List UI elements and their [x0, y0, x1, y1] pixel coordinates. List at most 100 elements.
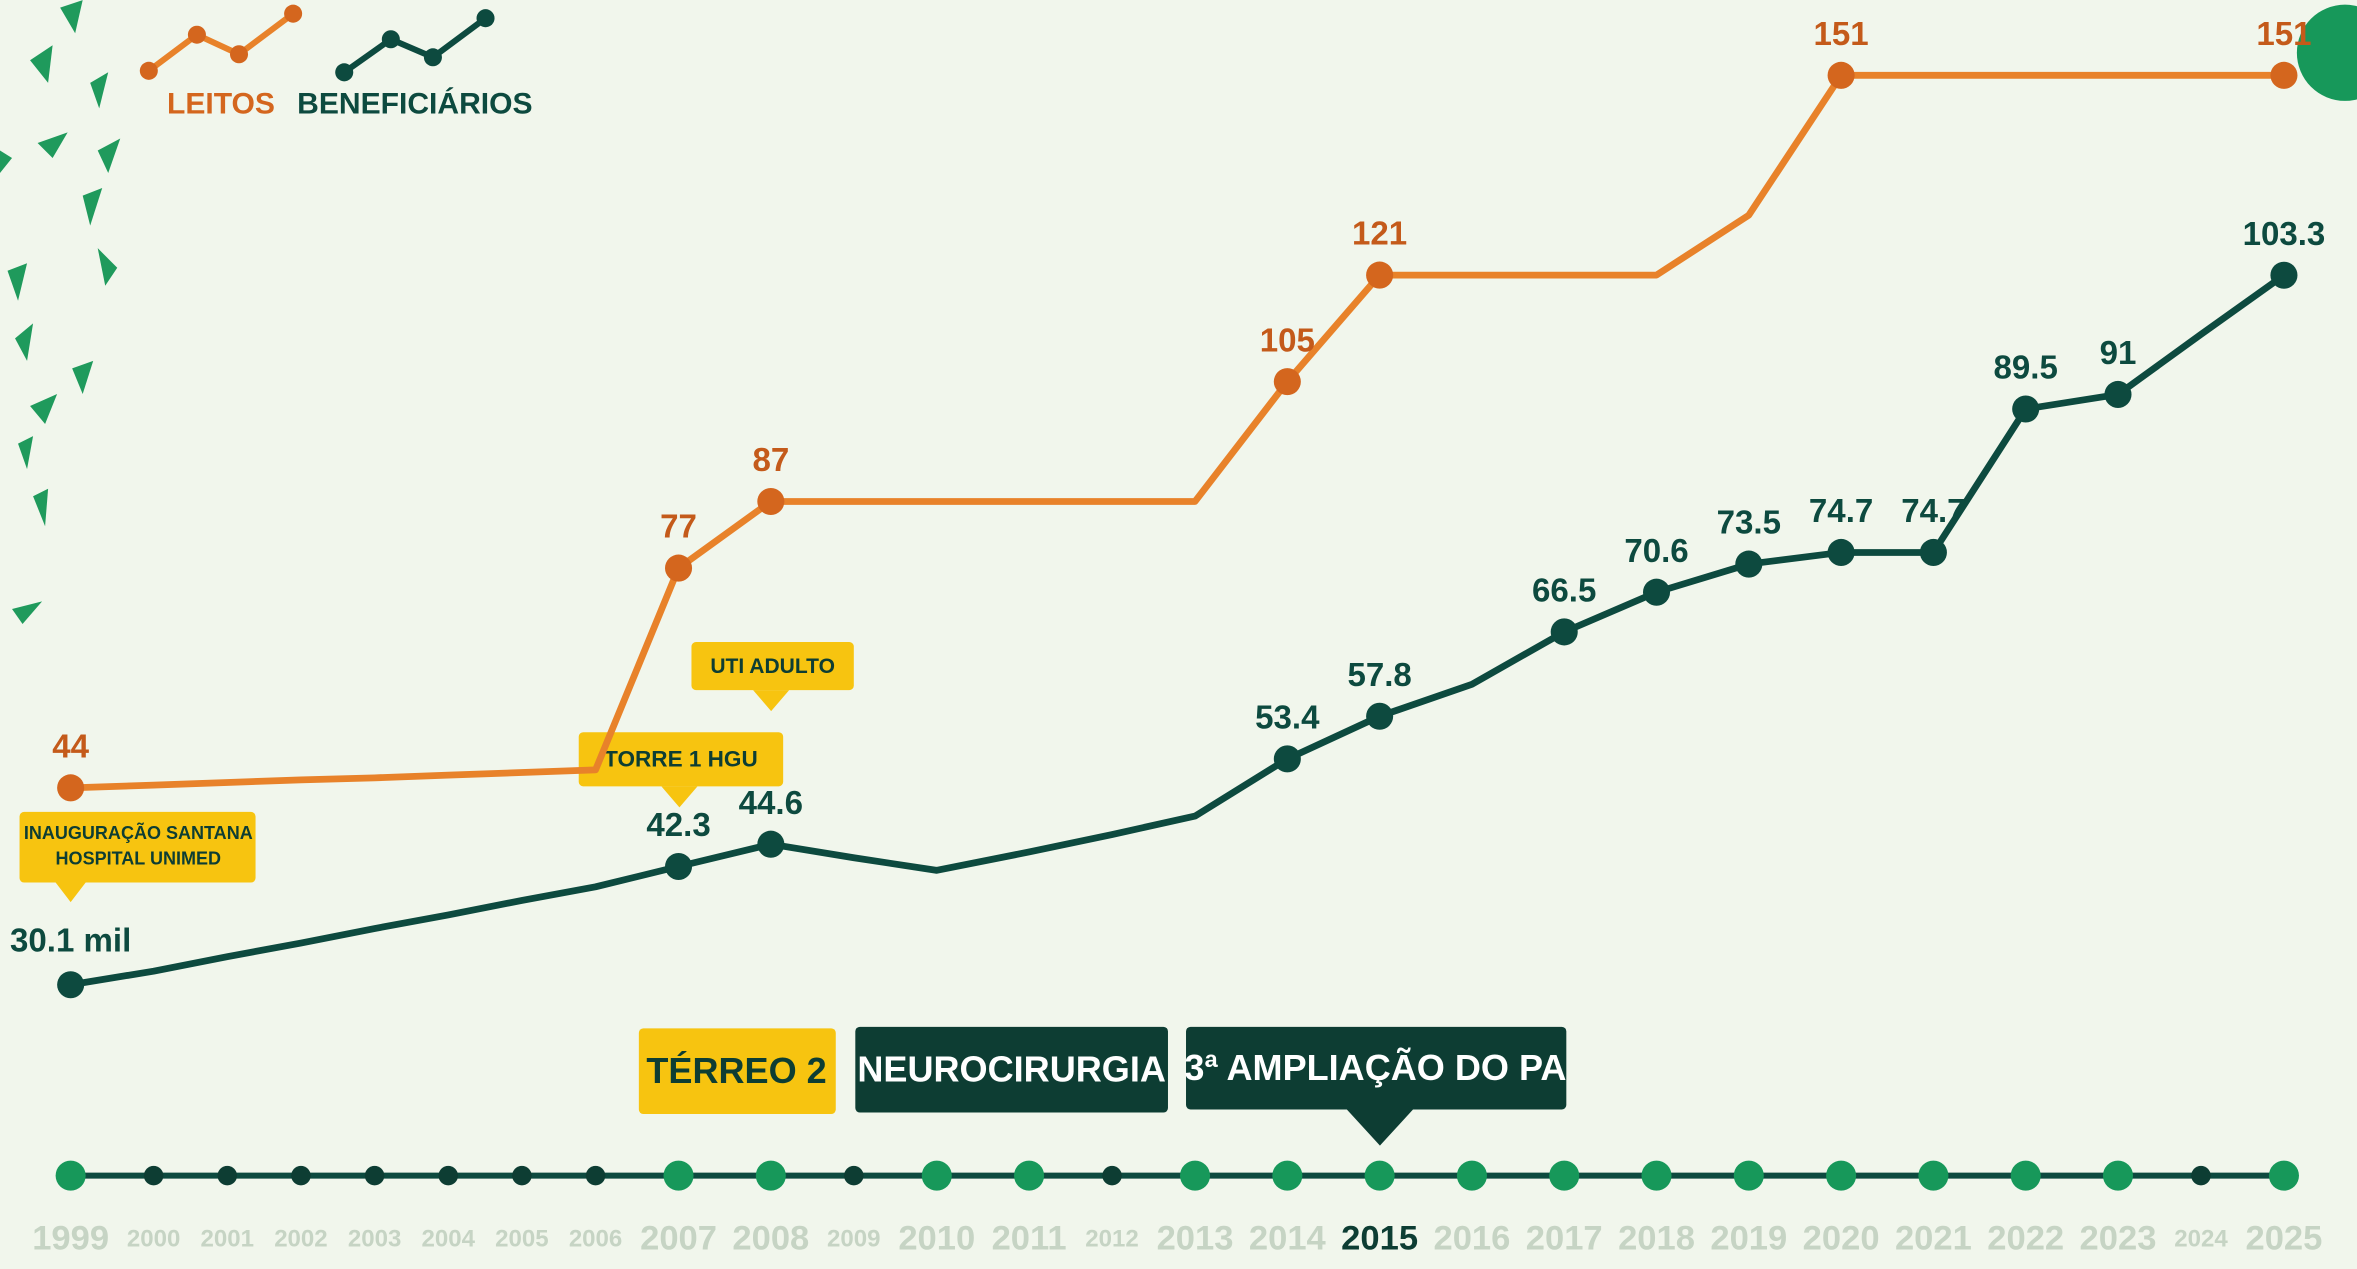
x-tick-label: 2022 — [1987, 1219, 2064, 1257]
timeline-dot — [144, 1166, 164, 1186]
chart: LEITOS BENEFICIÁRIOS INAUGURAÇÃO SANTANA… — [0, 0, 2357, 1269]
x-tick-label: 2004 — [422, 1226, 476, 1253]
value-label: 151 — [1814, 16, 1869, 53]
timeline-dot — [1272, 1161, 1302, 1191]
timeline-dot — [438, 1166, 458, 1186]
data-point — [57, 971, 84, 998]
value-label: 42.3 — [646, 807, 710, 844]
timeline-dot — [586, 1166, 606, 1186]
data-point — [665, 555, 692, 582]
value-label: 53.4 — [1255, 700, 1320, 737]
timeline-dot — [2011, 1161, 2041, 1191]
data-point — [1366, 703, 1393, 730]
value-label: 89.5 — [1994, 350, 2058, 387]
data-point — [757, 831, 784, 858]
data-point — [1551, 618, 1578, 645]
data-point — [57, 774, 84, 801]
annotation-text: HOSPITAL UNIMED — [56, 849, 221, 869]
data-point — [1274, 368, 1301, 395]
x-tick-label: 2025 — [2245, 1219, 2322, 1257]
value-label: 70.6 — [1624, 533, 1688, 570]
timeline-dot — [1549, 1161, 1579, 1191]
data-point — [1735, 551, 1762, 578]
x-tick-label: 2021 — [1895, 1219, 1972, 1257]
x-tick-label: 2020 — [1803, 1219, 1880, 1257]
value-label: 77 — [660, 509, 697, 546]
timeline-dot — [365, 1166, 385, 1186]
value-label: 151 — [2256, 16, 2311, 53]
x-tick-label: 2000 — [127, 1226, 180, 1253]
data-point — [1828, 539, 1855, 566]
annotation-text: TORRE 1 HGU — [604, 747, 758, 772]
x-tick-label: 2011 — [992, 1219, 1067, 1257]
timeline-dot — [756, 1161, 786, 1191]
x-tick-label: 2016 — [1433, 1219, 1510, 1257]
timeline-dot — [1457, 1161, 1487, 1191]
timeline-dot — [844, 1166, 864, 1186]
value-label: 44 — [52, 728, 89, 765]
x-tick-label: 2007 — [640, 1219, 717, 1257]
legend-label: LEITOS — [167, 87, 275, 120]
value-label: 74.7 — [1809, 493, 1873, 530]
x-tick-label: 2001 — [201, 1226, 255, 1253]
annotation-text: UTI ADULTO — [710, 655, 835, 678]
background — [0, 0, 2357, 1269]
data-point — [1828, 62, 1855, 89]
x-tick-label: 2023 — [2080, 1219, 2157, 1257]
data-point — [2270, 62, 2297, 89]
timeline-dot — [1014, 1161, 1044, 1191]
data-point — [1643, 579, 1670, 606]
timeline-dot — [1734, 1161, 1764, 1191]
x-tick-label: 2010 — [898, 1219, 975, 1257]
timeline-dot — [1102, 1166, 1122, 1186]
value-label: 121 — [1352, 216, 1407, 253]
x-tick-label: 2019 — [1710, 1219, 1787, 1257]
timeline-dot — [1641, 1161, 1671, 1191]
data-point — [665, 853, 692, 880]
value-label: 44.6 — [739, 785, 803, 822]
timeline-dot — [2191, 1166, 2211, 1186]
annotation-text: INAUGURAÇÃO SANTANA — [24, 822, 253, 843]
x-tick-label: 2014 — [1249, 1219, 1327, 1257]
timeline-dot — [512, 1166, 532, 1186]
timeline-dot — [1365, 1161, 1395, 1191]
milestone-text: NEUROCIRURGIA — [857, 1048, 1166, 1089]
milestone-text: 3ª AMPLIAÇÃO DO PA — [1184, 1046, 1566, 1088]
x-tick-label: 2018 — [1618, 1219, 1695, 1257]
timeline-dot — [2269, 1161, 2299, 1191]
legend-label: BENEFICIÁRIOS — [297, 86, 532, 120]
page: {"chart_data": { "type": "line", "catego… — [0, 0, 2357, 1269]
x-tick-label: 2024 — [2174, 1226, 2228, 1253]
x-tick-label: 2008 — [732, 1219, 809, 1257]
data-point — [2104, 381, 2131, 408]
timeline-dot — [1180, 1161, 1210, 1191]
value-label: 66.5 — [1532, 573, 1596, 610]
x-tick-label: 2013 — [1157, 1219, 1234, 1257]
timeline-dot — [56, 1161, 86, 1191]
value-label: 103.3 — [2243, 216, 2326, 253]
value-label: 87 — [752, 442, 789, 479]
x-tick-label: 2009 — [827, 1226, 881, 1253]
x-tick-label: 2017 — [1526, 1219, 1603, 1257]
x-tick-label: 2005 — [495, 1226, 549, 1253]
x-tick-label: 2002 — [274, 1226, 328, 1253]
timeline-dot — [291, 1166, 311, 1186]
value-label: 105 — [1260, 322, 1315, 359]
value-label: 57.8 — [1347, 657, 1411, 694]
x-tick-label: 2012 — [1085, 1226, 1139, 1253]
value-label: 91 — [2100, 335, 2137, 372]
x-tick-label: 2015 — [1341, 1219, 1418, 1257]
x-tick-label: 2006 — [569, 1226, 623, 1253]
data-point — [1274, 745, 1301, 772]
timeline-dot — [664, 1161, 694, 1191]
timeline-dot — [218, 1166, 238, 1186]
timeline-dot — [1826, 1161, 1856, 1191]
timeline-dot — [922, 1161, 952, 1191]
timeline-dot — [1918, 1161, 1948, 1191]
value-label: 30.1 mil — [10, 922, 131, 959]
data-point — [2270, 262, 2297, 289]
milestone-text: TÉRREO 2 — [646, 1050, 826, 1091]
data-point — [1366, 262, 1393, 289]
x-tick-label: 1999 — [32, 1219, 109, 1257]
x-tick-label: 2003 — [348, 1226, 402, 1253]
